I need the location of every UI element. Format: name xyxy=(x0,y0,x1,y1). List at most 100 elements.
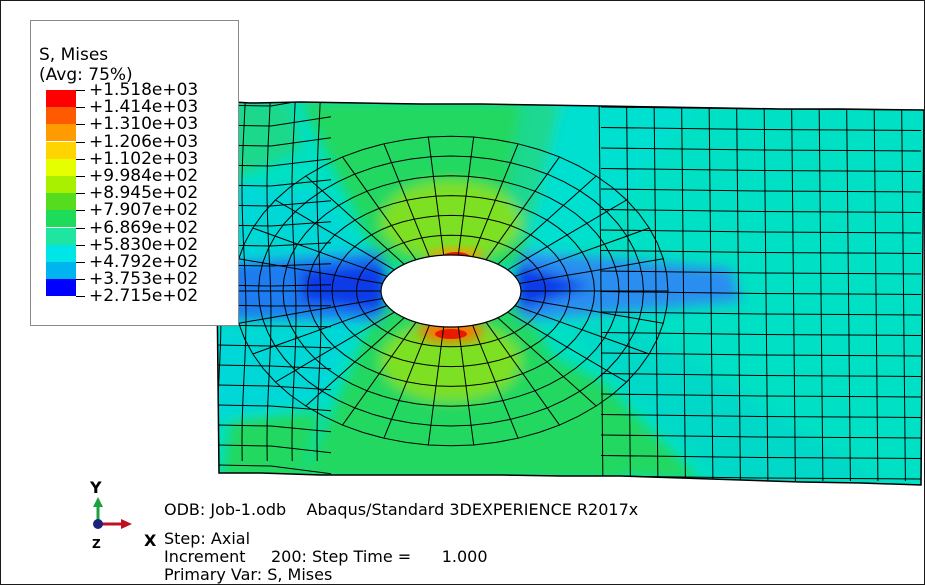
mesh-line xyxy=(485,156,560,261)
mesh-line xyxy=(275,311,395,383)
legend-tick xyxy=(76,244,85,246)
legend-value: +3.753e+02 xyxy=(89,269,199,290)
axis-triad xyxy=(93,497,132,529)
mesh-line xyxy=(215,364,332,370)
plate xyxy=(215,101,924,485)
mesh-line xyxy=(600,352,922,357)
mesh-line xyxy=(600,209,922,213)
mesh-line xyxy=(485,321,560,426)
legend-tick xyxy=(76,279,85,281)
mesh-line xyxy=(600,229,922,234)
legend-tick xyxy=(76,210,85,212)
mesh-line xyxy=(681,101,686,482)
mesh-line xyxy=(514,227,650,277)
legend-swatch xyxy=(46,262,76,279)
legend-tick xyxy=(76,141,85,143)
legend-swatch xyxy=(46,176,76,193)
mesh-line xyxy=(507,199,627,271)
legend-tick xyxy=(76,193,85,195)
plate-outline xyxy=(214,100,924,486)
mesh-line xyxy=(383,143,430,257)
mesh-line xyxy=(600,414,922,418)
mesh-line xyxy=(600,147,922,152)
mesh-line xyxy=(600,373,922,377)
legend-value: +1.310e+03 xyxy=(89,114,199,135)
mesh-line xyxy=(291,101,297,462)
legend-swatch xyxy=(46,227,76,245)
legend-swatch xyxy=(46,124,76,142)
mesh-line xyxy=(215,444,332,454)
mesh-line xyxy=(736,101,741,482)
mesh-line xyxy=(275,199,395,271)
legend-value: +2.715e+02 xyxy=(89,286,199,307)
legend-tick xyxy=(76,158,85,160)
mesh-line xyxy=(342,321,417,426)
legend-tick xyxy=(76,107,85,109)
legend-swatch xyxy=(46,279,76,297)
legend-value: +1.206e+03 xyxy=(89,131,199,152)
mesh-line xyxy=(519,258,664,284)
legend-value: +8.945e+02 xyxy=(89,183,199,204)
legend-value: +9.984e+02 xyxy=(89,166,199,186)
mesh-line xyxy=(818,101,824,482)
mesh-line xyxy=(305,175,405,265)
legend-swatch xyxy=(46,158,76,176)
y-axis-label: Y xyxy=(90,478,102,497)
legend-tick xyxy=(76,296,85,298)
legend-swatch xyxy=(46,210,76,228)
mesh-line xyxy=(383,325,430,439)
legend-value: +1.102e+03 xyxy=(89,148,199,169)
z-axis-dot xyxy=(93,519,103,529)
mesh-line xyxy=(600,332,922,336)
mesh-line xyxy=(252,227,388,277)
mesh-line xyxy=(472,325,519,439)
legend-tick xyxy=(76,124,85,126)
mesh-line xyxy=(519,298,664,324)
hole xyxy=(380,254,522,328)
mesh-line xyxy=(600,127,922,131)
mesh-line xyxy=(305,317,405,407)
legend-value: +1.518e+03 xyxy=(89,80,199,100)
mesh-line xyxy=(472,143,519,257)
legend-value: +4.792e+02 xyxy=(89,252,199,272)
mesh-line xyxy=(600,188,922,193)
mesh-line xyxy=(215,424,332,433)
mesh-line xyxy=(507,311,627,383)
mesh-line xyxy=(427,326,445,446)
mesh-line xyxy=(457,136,475,256)
legend-tick xyxy=(76,90,85,91)
mesh-line xyxy=(600,250,922,254)
mesh-line xyxy=(708,101,714,482)
mesh-line xyxy=(266,101,272,462)
mesh-line xyxy=(215,464,332,475)
mesh-line xyxy=(252,305,388,355)
mesh-line xyxy=(514,305,650,355)
legend-title: S, Mises xyxy=(39,45,109,65)
legend-value: +1.414e+03 xyxy=(89,97,199,118)
legend-value: +7.907e+02 xyxy=(89,200,199,221)
legend-swatch xyxy=(46,141,76,159)
mesh-line xyxy=(791,101,796,482)
primary-var-info: Primary Var: S, Mises xyxy=(164,565,333,584)
mesh-line xyxy=(316,101,322,462)
legend-tick xyxy=(76,227,85,229)
legend-swatch xyxy=(46,90,76,107)
mesh-line xyxy=(342,156,417,261)
mesh-line xyxy=(600,270,922,275)
mesh-line xyxy=(600,311,922,316)
mesh-line xyxy=(497,317,597,407)
mesh-line xyxy=(600,168,922,172)
increment-info: Increment 200: Step Time = 1.000 xyxy=(164,547,488,566)
mesh-line xyxy=(215,384,332,391)
mesh-line xyxy=(238,298,383,324)
mesh-line xyxy=(600,455,922,459)
legend-value: +6.869e+02 xyxy=(89,217,199,238)
mesh-line xyxy=(600,434,922,439)
step-info: Step: Axial xyxy=(164,529,251,548)
legend-tick xyxy=(76,176,85,177)
mesh-line xyxy=(763,101,769,482)
mesh-line xyxy=(600,291,922,295)
z-axis-label: Z xyxy=(92,537,101,551)
